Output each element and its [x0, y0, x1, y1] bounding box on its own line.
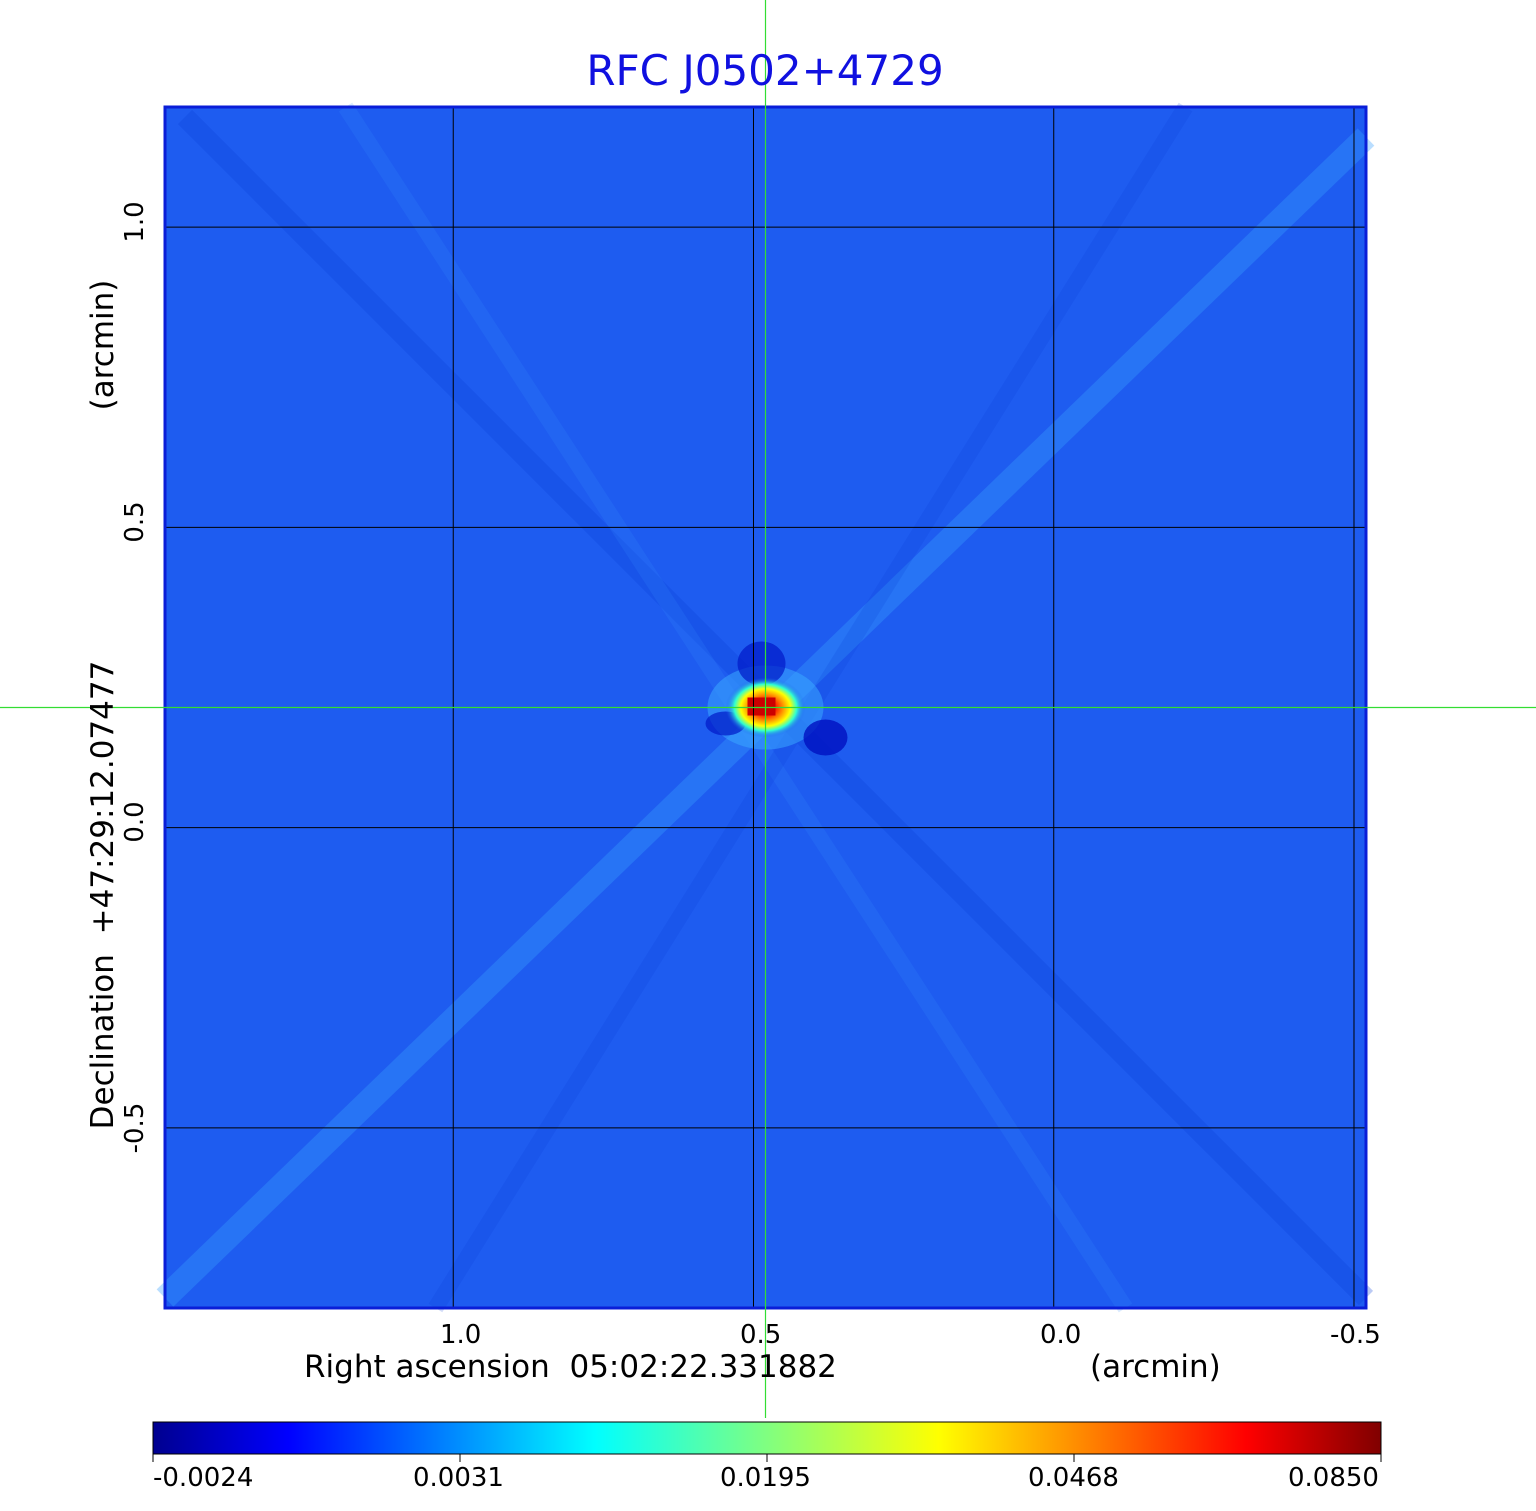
colorbar-tick-label: 0.0850	[1288, 1463, 1379, 1493]
x-tick-label: 0.5	[740, 1320, 782, 1350]
colorbar-gradient	[152, 1421, 1382, 1455]
x-tick-label: 1.0	[440, 1320, 482, 1350]
y-tick-label: 0.0	[120, 801, 150, 843]
y-tick-label: 0.5	[120, 501, 150, 543]
colorbar-tick-label: 0.0468	[1028, 1463, 1119, 1493]
y-tick-label: -0.5	[120, 1102, 150, 1154]
colorbar-tick-label: 0.0195	[720, 1463, 811, 1493]
negative-lobe	[803, 719, 848, 756]
x-axis-unit-label: (arcmin)	[1090, 1349, 1221, 1385]
x-axis-label: Right ascension 05:02:22.331882	[304, 1349, 837, 1385]
x-tick-label: -0.5	[1330, 1320, 1381, 1350]
chart-title: RFC J0502+4729	[586, 46, 944, 95]
y-axis-label: Declination +47:29:12.07477	[85, 660, 121, 1130]
colorbar	[152, 1421, 1382, 1462]
y-axis-unit-label: (arcmin)	[85, 279, 121, 411]
y-tick-label: 1.0	[120, 201, 150, 243]
colorbar-tick-label: 0.0031	[413, 1463, 504, 1493]
source-core	[747, 697, 776, 716]
plot-area	[0, 0, 1536, 1418]
negative-lobe	[737, 641, 786, 686]
x-tick-label: 0.0	[1040, 1320, 1082, 1350]
colorbar-tick-label: -0.0024	[153, 1463, 254, 1493]
